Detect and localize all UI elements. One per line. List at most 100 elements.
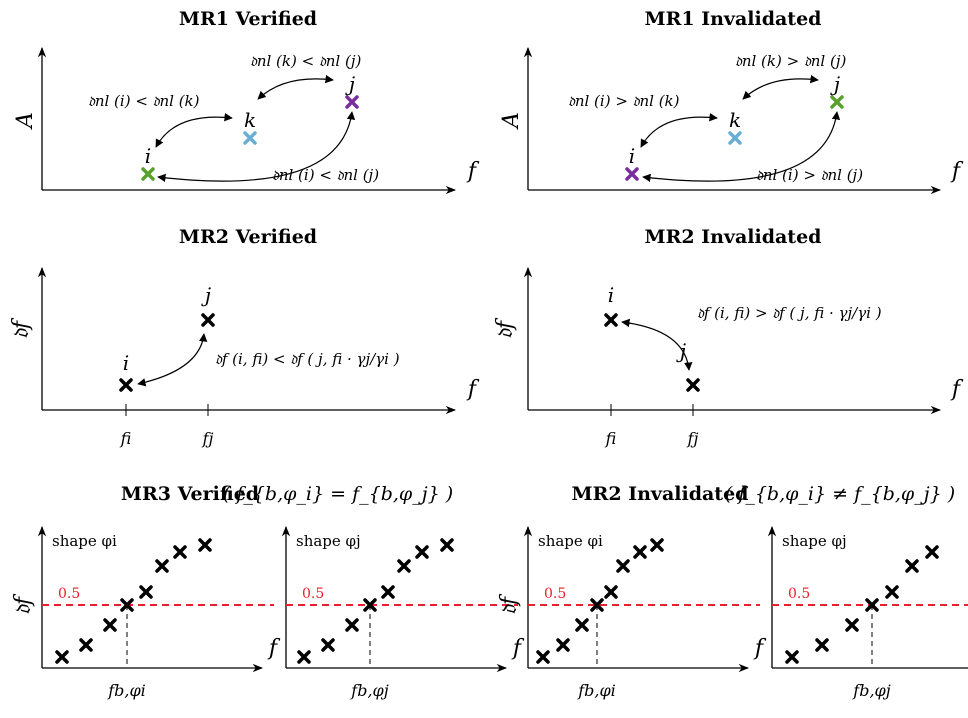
data-point-marker <box>785 650 799 664</box>
data-point-marker <box>173 545 187 559</box>
relation-mr2: 𝔡f (i, fi) > 𝔡f ( j, fi · γj/γi ) <box>697 304 882 322</box>
data-point-marker <box>650 538 664 552</box>
y-axis-label: 𝔡f <box>9 317 34 339</box>
panel-mr2-verified: MR2 Verified 𝔡f f fi fj i j 𝔡f (i, fi) <… <box>9 226 480 448</box>
data-point-marker <box>79 638 93 652</box>
small-panels: f 𝔡f shape φi 0.5 fb,φi f shape φj 0.5 fb,φj f 𝔡f s… <box>11 525 968 700</box>
panel-mr1-invalidated: MR1 Invalidated A f i k j 𝔡nl (i) > 𝔡nl … <box>499 8 964 195</box>
tick-label: fb,φj <box>350 681 388 700</box>
shape-label: shape φj <box>782 532 847 550</box>
point-k-marker <box>728 131 742 145</box>
y-axis-label: 𝔡f <box>493 317 518 339</box>
panel-mr2-invalidated: MR2 Invalidated 𝔡f f fi fj i j 𝔡f (i, fi… <box>493 226 964 448</box>
data-point-marker <box>55 650 69 664</box>
arc-i-j <box>621 318 693 371</box>
title-mr1-invalidated: MR1 Invalidated <box>645 8 822 30</box>
relation-i-j: 𝔡nl (i) > 𝔡nl (j) <box>756 166 863 184</box>
tick-label-fi: fi <box>605 429 617 448</box>
data-point-marker <box>155 559 169 573</box>
title-mr3-verified: MR3 Verified <box>121 483 259 505</box>
arc-i-j <box>642 111 841 183</box>
arc-k-j <box>742 74 819 100</box>
data-point-marker <box>925 545 939 559</box>
x-axis-label: f <box>950 377 964 402</box>
title-mr2-bottom-condition: ( f_{b,φ_i} ≠ f_{b,φ_j} ) <box>725 483 955 505</box>
relation-i-k: 𝔡nl (i) > 𝔡nl (k) <box>568 92 680 110</box>
arc-k-j <box>257 74 334 100</box>
point-j-label: j <box>201 283 211 307</box>
data-point-marker <box>815 638 829 652</box>
arc-i-k <box>640 113 718 148</box>
title-mr3-condition: ( f_{b,φ_i} = f_{b,φ_j} ) <box>223 483 453 505</box>
shape-label: shape φi <box>52 532 117 550</box>
tick-label-fj: fj <box>202 429 214 448</box>
data-point-marker <box>885 585 899 599</box>
relation-k-j: 𝔡nl (k) < 𝔡nl (j) <box>250 52 362 70</box>
data-point-marker <box>139 585 153 599</box>
x-axis-label: f <box>950 159 964 184</box>
x-axis-label: f <box>753 636 767 661</box>
data-point-marker <box>845 618 859 632</box>
point-i-marker <box>604 313 618 327</box>
threshold-label: 0.5 <box>788 586 810 602</box>
relation-i-j: 𝔡nl (i) < 𝔡nl (j) <box>272 166 379 184</box>
x-axis-label: f <box>466 159 480 184</box>
data-point-marker <box>633 545 647 559</box>
data-point-marker <box>905 559 919 573</box>
tick-label-fj: fj <box>687 429 699 448</box>
point-j-label: j <box>345 72 355 96</box>
arc-i-j <box>137 333 208 387</box>
relation-k-j: 𝔡nl (k) > 𝔡nl (j) <box>735 52 847 70</box>
point-i-label: i <box>608 283 614 307</box>
point-j-marker <box>201 313 215 327</box>
data-point-marker <box>440 538 454 552</box>
data-point-marker <box>575 618 589 632</box>
title-mr2-invalidated-bottom: MR2 Invalidated <box>572 483 749 505</box>
data-point-marker <box>103 618 117 632</box>
title-mr2-invalidated: MR2 Invalidated <box>645 226 822 248</box>
y-axis-label: 𝔡f <box>11 593 36 615</box>
point-i-label: i <box>123 351 129 375</box>
point-i-marker <box>119 378 133 392</box>
x-axis-label: f <box>511 636 525 661</box>
data-point-marker <box>415 545 429 559</box>
shape-label: shape φi <box>538 532 603 550</box>
point-k-label: k <box>729 108 741 132</box>
tick-label: fb,φi <box>107 681 146 700</box>
tick-label: fb,φi <box>577 681 616 700</box>
y-axis-label: 𝔡f <box>497 593 522 615</box>
arc-i-j <box>157 111 356 183</box>
y-axis-label: A <box>13 112 38 130</box>
point-i-label: i <box>629 144 635 168</box>
panel-shape-2: f shape φj 0.5 fb,φj <box>281 525 525 700</box>
data-point-marker <box>381 585 395 599</box>
x-axis-label: f <box>267 636 281 661</box>
threshold-label: 0.5 <box>302 586 324 602</box>
data-point-marker <box>198 538 212 552</box>
tick-label: fb,φj <box>852 681 890 700</box>
data-point-marker <box>297 650 311 664</box>
data-point-marker <box>616 559 630 573</box>
y-axis-label: A <box>499 112 524 130</box>
data-point-marker <box>397 559 411 573</box>
point-j-marker <box>686 378 700 392</box>
data-point-marker <box>604 585 618 599</box>
data-point-marker <box>556 638 570 652</box>
point-j-marker <box>345 95 359 109</box>
title-mr1-verified: MR1 Verified <box>179 8 317 30</box>
panel-shape-3: f 𝔡f shape φi 0.5 fb,φi <box>497 525 767 700</box>
point-j-marker <box>830 95 844 109</box>
tick-label-fi: fi <box>120 429 132 448</box>
relation-i-k: 𝔡nl (i) < 𝔡nl (k) <box>88 92 200 110</box>
point-k-marker <box>243 131 257 145</box>
title-mr2-verified: MR2 Verified <box>179 226 317 248</box>
shape-label: shape φj <box>296 532 361 550</box>
relation-mr2: 𝔡f (i, fi) < 𝔡f ( j, fi · γj/γi ) <box>215 350 400 368</box>
point-k-label: k <box>244 108 256 132</box>
point-j-label: j <box>830 72 840 96</box>
data-point-marker <box>321 638 335 652</box>
data-point-marker <box>345 618 359 632</box>
x-axis-label: f <box>466 377 480 402</box>
threshold-label: 0.5 <box>58 586 80 602</box>
